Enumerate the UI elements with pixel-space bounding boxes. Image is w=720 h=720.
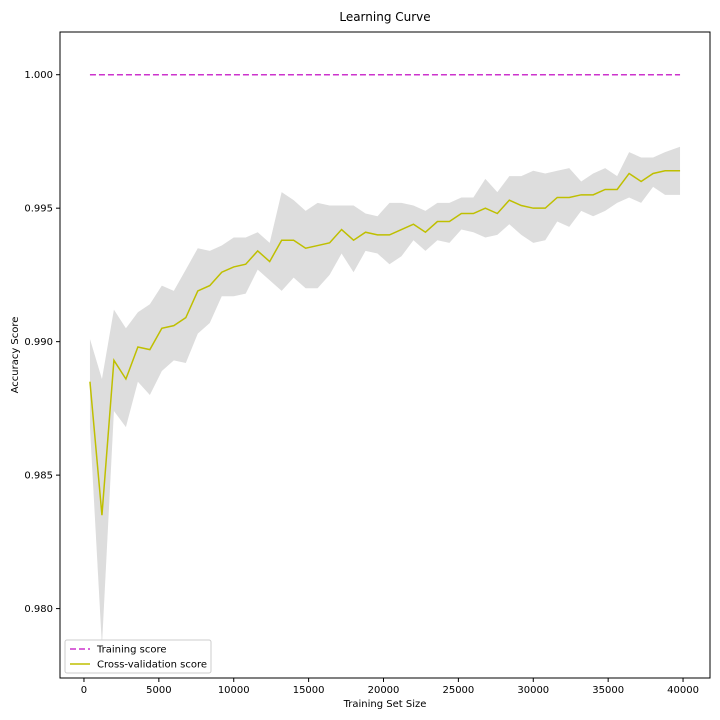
plot-area (89, 73, 681, 646)
plot-frame (59, 31, 711, 679)
y-tick-label: 0.995 (24, 204, 53, 215)
legend-cv-label: Cross-validation score (97, 660, 207, 671)
legend-box (64, 639, 212, 674)
legend: Training score Cross-validation score (64, 639, 212, 674)
y-tick-label: 1.000 (24, 70, 53, 81)
cv-score-confidence-band (89, 146, 681, 646)
y-tick-label: 0.985 (24, 471, 53, 482)
x-tick-label: 0 (81, 685, 87, 696)
y-axis-label: Accuracy Score (10, 317, 21, 394)
x-tick-label: 10000 (218, 685, 250, 696)
axes: 0 5000 10000 15000 20000 25000 30000 35000 40000… (24, 70, 699, 696)
plot-series-group (89, 73, 681, 646)
chart-title: Learning Curve (339, 10, 430, 24)
y-tick-label: 0.980 (24, 604, 53, 615)
legend-training-label: Training score (96, 645, 167, 656)
x-tick-label: 15000 (293, 685, 325, 696)
x-tick-label: 35000 (592, 685, 624, 696)
cross-validation-score-line (89, 170, 681, 516)
y-tick-label: 0.990 (24, 337, 53, 348)
x-tick-label: 20000 (368, 685, 400, 696)
x-tick-label: 25000 (442, 685, 474, 696)
x-axis-label: Training Set Size (343, 699, 427, 710)
x-tick-label: 40000 (667, 685, 699, 696)
x-tick-label: 5000 (146, 685, 171, 696)
x-tick-label: 30000 (517, 685, 549, 696)
